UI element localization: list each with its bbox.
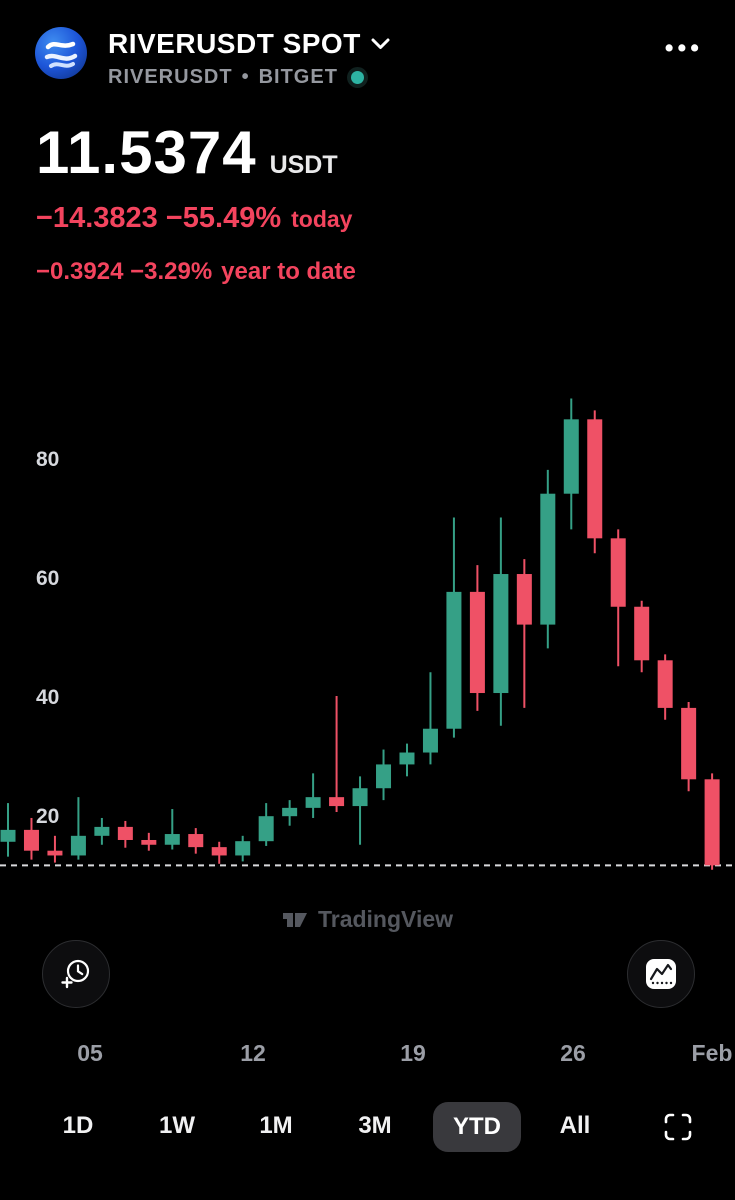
chart-style-button[interactable] [627, 940, 695, 1008]
timeframe-1d[interactable]: 1D [62, 1112, 94, 1139]
xaxis-label-feb: Feb [691, 1040, 733, 1066]
live-status-dot [350, 71, 364, 84]
timeframe-3m[interactable]: 3M [358, 1112, 392, 1139]
change-today-value: −14.3823 −55.49% [36, 202, 282, 234]
tradingview-watermark: TradingView [0, 906, 735, 933]
chevron-down-icon [371, 38, 390, 49]
svg-text:40: 40 [36, 686, 59, 709]
xaxis-label-19: 19 [400, 1040, 426, 1066]
more-menu-icon[interactable]: ••• [664, 34, 703, 62]
tradingview-logo-icon [282, 912, 307, 927]
candlestick-chart[interactable]: 20 40 60 80 [0, 375, 735, 875]
fullscreen-icon [664, 1113, 692, 1141]
xaxis-label-26: 26 [560, 1040, 586, 1066]
xaxis-label-05: 05 [77, 1040, 103, 1066]
subtitle-exchange: BITGET [258, 66, 338, 88]
change-today-label: today [291, 206, 353, 232]
symbol-title: RIVERUSDT SPOT [108, 28, 361, 59]
xaxis-label-12: 12 [240, 1040, 266, 1066]
timeframe-1m[interactable]: 1M [259, 1112, 293, 1139]
price-row: 11.5374 USDT [36, 118, 338, 187]
watermark-label: TradingView [317, 906, 454, 932]
symbol-logo [34, 26, 88, 80]
add-alert-button[interactable] [42, 940, 110, 1008]
alarm-plus-icon [61, 959, 90, 989]
timeframe-all[interactable]: All [559, 1112, 591, 1139]
symbol-title-row[interactable]: RIVERUSDT SPOT [108, 28, 390, 60]
subtitle-symbol: RIVERUSDT [108, 66, 233, 88]
change-today: −14.3823 −55.49% today [36, 202, 352, 235]
change-ytd: −0.3924 −3.29% year to date [36, 258, 356, 286]
symbol-subtitle: RIVERUSDT • BITGET [108, 66, 364, 89]
subtitle-separator: • [241, 66, 250, 88]
change-ytd-label: year to date [221, 258, 356, 285]
chart-style-icon [646, 959, 676, 989]
price-currency: USDT [269, 151, 338, 179]
change-ytd-value: −0.3924 −3.29% [36, 258, 213, 285]
svg-text:20: 20 [36, 805, 59, 828]
timeframe-ytd-selected[interactable]: YTD [433, 1102, 521, 1152]
svg-text:80: 80 [36, 448, 59, 471]
svg-text:60: 60 [36, 567, 59, 590]
fullscreen-button[interactable] [662, 1111, 694, 1143]
timeframe-1w[interactable]: 1W [159, 1112, 195, 1139]
price-value: 11.5374 [36, 119, 257, 186]
